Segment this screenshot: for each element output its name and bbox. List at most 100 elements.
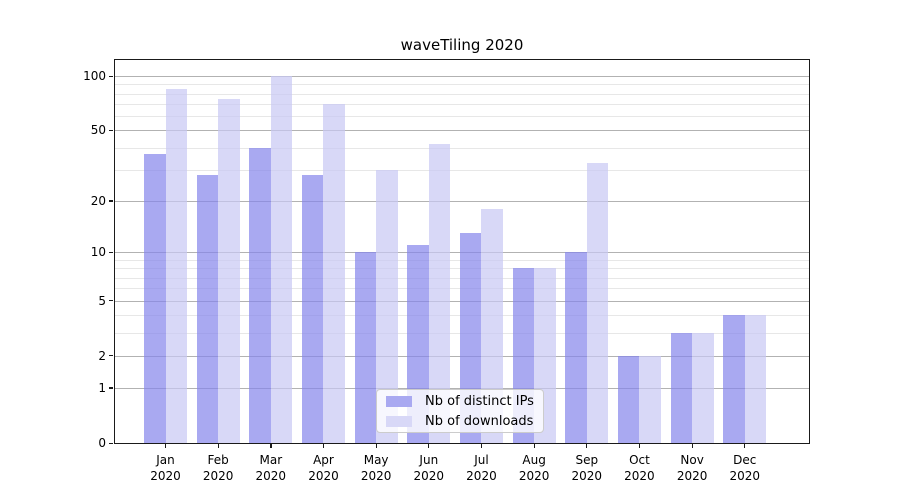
y-tick-label: 2 [98, 348, 106, 363]
y-tick-mark [109, 251, 113, 253]
bar [376, 169, 398, 443]
minor-gridline [115, 116, 809, 118]
legend-entry-distinct-ips: Nb of distinct IPs [377, 393, 543, 410]
x-tick-month: Apr [313, 453, 334, 467]
legend-swatch-downloads [386, 415, 412, 427]
minor-gridline [115, 147, 809, 149]
x-tick-label: Sep 2020 [559, 452, 615, 484]
bar [270, 76, 293, 443]
y-tick-mark [109, 442, 113, 444]
major-gridline [115, 76, 809, 77]
x-tick-month: Jul [474, 453, 489, 467]
x-tick-label: Oct 2020 [611, 452, 667, 484]
x-tick-label: Dec 2020 [717, 452, 773, 484]
x-tick-month: Sep [575, 453, 599, 467]
bar [670, 332, 693, 443]
x-tick-mark [638, 444, 641, 448]
x-tick-mark [270, 444, 272, 448]
bar [617, 355, 640, 443]
bar [249, 147, 271, 443]
x-tick-label: Nov 2020 [664, 452, 720, 484]
chart-title: waveTiling 2020 [400, 36, 524, 54]
bar [723, 315, 745, 443]
x-tick-label: Apr 2020 [295, 452, 351, 484]
x-tick-month: Feb [207, 453, 229, 467]
y-tick-label: 1 [98, 380, 106, 395]
x-tick-year: 2020 [676, 469, 708, 483]
y-tick-mark [109, 355, 113, 357]
x-tick-mark [533, 444, 535, 448]
legend-label-distinct-ips: Nb of distinct IPs [425, 393, 534, 409]
x-tick-mark [480, 444, 483, 448]
x-tick-label: Aug 2020 [506, 452, 562, 484]
x-tick-year: 2020 [624, 469, 655, 483]
bar [586, 162, 609, 443]
x-tick-month: Jun [419, 453, 439, 467]
x-tick-month: Aug [522, 453, 546, 467]
y-tick-label: 50 [90, 123, 106, 138]
legend: Nb of distinct IPs Nb of downloads [376, 389, 544, 433]
x-tick-label: Jul 2020 [453, 452, 509, 484]
x-tick-month: Nov [680, 453, 704, 467]
x-tick-mark [586, 444, 588, 448]
x-tick-year: 2020 [571, 469, 603, 483]
x-tick-mark [691, 444, 693, 448]
x-tick-year: 2020 [360, 469, 392, 483]
bar [218, 98, 240, 443]
bar [354, 252, 377, 443]
y-tick-label: 0 [98, 436, 106, 450]
bar [165, 88, 187, 443]
x-tick-label: May 2020 [348, 452, 404, 484]
y-tick-mark [109, 75, 113, 77]
x-tick-year: 2020 [729, 469, 761, 483]
y-tick-mark [109, 300, 113, 302]
x-tick-year: 2020 [413, 469, 445, 483]
x-tick-year: 2020 [255, 469, 287, 483]
x-tick-mark [217, 444, 219, 448]
bar [639, 355, 661, 443]
minor-gridline [115, 93, 809, 95]
x-tick-label: Jan 2020 [138, 452, 194, 484]
x-tick-month: Jan [156, 453, 175, 467]
major-gridline [115, 200, 809, 202]
y-tick-label: 20 [90, 193, 106, 208]
x-tick-month: Oct [629, 453, 650, 467]
bar [196, 175, 219, 443]
legend-label-downloads: Nb of downloads [425, 413, 534, 429]
y-tick-mark [109, 200, 113, 202]
bar [692, 332, 714, 443]
x-tick-month: Mar [259, 453, 283, 467]
y-tick-mark [109, 129, 113, 132]
x-tick-mark [165, 444, 167, 448]
x-tick-label: Feb 2020 [190, 452, 246, 484]
x-tick-mark [375, 444, 377, 448]
major-gridline [115, 130, 809, 132]
y-tick-mark [109, 387, 113, 389]
bar [144, 153, 166, 443]
minor-gridline [115, 169, 809, 171]
legend-swatch-distinct-ips [386, 395, 412, 407]
bar [301, 175, 324, 443]
y-tick-label: 100 [83, 69, 106, 83]
x-tick-label: Mar 2020 [243, 452, 299, 484]
x-tick-mark [322, 444, 325, 448]
x-tick-year: 2020 [518, 469, 550, 483]
bar [565, 252, 587, 443]
x-tick-month: Dec [733, 453, 757, 467]
x-tick-year: 2020 [308, 469, 339, 483]
bar [744, 315, 767, 443]
bar [323, 104, 345, 443]
x-tick-mark [744, 444, 746, 448]
y-tick-label: 10 [90, 245, 106, 260]
x-tick-mark [428, 444, 430, 448]
plot-area [114, 59, 810, 444]
x-tick-year: 2020 [202, 469, 234, 483]
x-tick-label: Jun 2020 [401, 452, 457, 484]
minor-gridline [115, 84, 809, 86]
minor-gridline [115, 104, 809, 106]
bar [428, 143, 451, 443]
x-tick-month: May [363, 453, 389, 467]
y-tick-label: 5 [98, 293, 106, 308]
legend-entry-downloads: Nb of downloads [377, 413, 543, 430]
